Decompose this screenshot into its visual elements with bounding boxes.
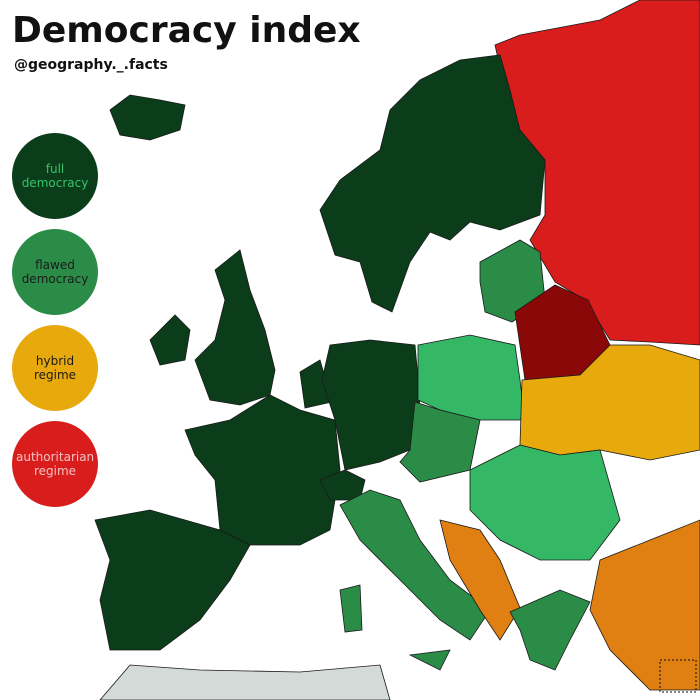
greece — [509, 589, 591, 671]
france — [184, 394, 341, 546]
great-britain — [194, 249, 276, 406]
iberia — [94, 509, 251, 651]
title: Democracy index — [12, 10, 361, 51]
legend-label: full democracy — [21, 162, 89, 190]
subtitle: @geography._.facts — [14, 57, 168, 73]
western-balkans — [439, 519, 521, 641]
germany — [321, 339, 421, 471]
poland — [417, 334, 526, 421]
inset-frame — [659, 659, 697, 693]
legend-label: authoritarian regime — [16, 450, 95, 478]
legend-item: authoritarian regime — [12, 421, 98, 507]
legend-label: hybrid regime — [33, 354, 77, 382]
sardinia — [339, 584, 363, 633]
eastern-europe — [469, 444, 621, 561]
legend-item: hybrid regime — [12, 325, 98, 411]
legend-label: flawed democracy — [21, 258, 89, 286]
legend-item: full democracy — [12, 133, 98, 219]
turkey — [589, 519, 700, 691]
north-africa — [99, 664, 391, 700]
switzerland — [319, 469, 366, 501]
iceland — [109, 94, 186, 141]
central-europe — [399, 401, 481, 483]
legend-item: flawed democracy — [12, 229, 98, 315]
ireland — [149, 314, 191, 366]
sicily — [408, 649, 451, 671]
scandinavia — [319, 54, 546, 313]
